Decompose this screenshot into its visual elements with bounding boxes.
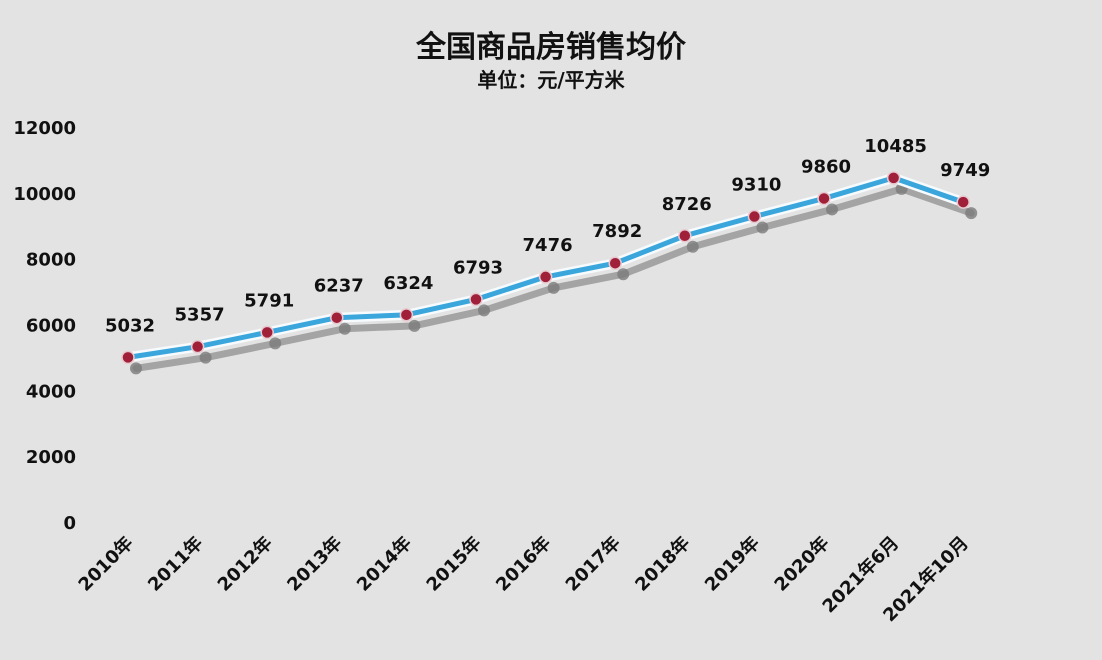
- data-label: 8726: [662, 194, 712, 215]
- data-point-shadow: [965, 207, 978, 220]
- data-point-shadow: [686, 240, 699, 253]
- x-tick-label: 2019年: [700, 532, 764, 596]
- x-tick-label: 2018年: [631, 532, 695, 596]
- y-tick-label: 12000: [13, 118, 76, 139]
- data-label: 6324: [383, 273, 433, 294]
- data-label: 7892: [592, 221, 642, 242]
- data-label: 9310: [731, 175, 781, 196]
- chart-subtitle: 单位：元/平方米: [477, 68, 625, 92]
- data-point: [886, 171, 901, 185]
- data-point: [817, 191, 831, 206]
- y-tick-label: 8000: [26, 250, 76, 271]
- data-label: 6237: [314, 276, 364, 297]
- data-point: [190, 339, 205, 354]
- x-tick-label: 2011年: [143, 532, 207, 596]
- data-point-shadow: [269, 337, 282, 350]
- data-point-shadow: [199, 351, 212, 364]
- data-point: [538, 270, 553, 284]
- data-label: 5357: [175, 305, 225, 326]
- data-point: [399, 308, 414, 322]
- data-label: 6793: [453, 257, 503, 278]
- y-tick-label: 0: [63, 513, 76, 534]
- y-tick-label: 10000: [13, 184, 76, 205]
- data-point-shadow: [478, 304, 490, 317]
- data-label: 5032: [105, 315, 155, 336]
- data-point-shadow: [756, 221, 769, 234]
- data-point-shadow: [408, 319, 421, 332]
- chart-title: 全国商品房销售均价: [416, 30, 686, 65]
- y-tick-label: 2000: [26, 447, 76, 468]
- y-tick-label: 4000: [26, 381, 76, 402]
- data-point-shadow: [617, 268, 630, 281]
- x-tick-label: 2014年: [352, 532, 416, 596]
- y-tick-label: 6000: [26, 316, 76, 337]
- data-point: [747, 209, 762, 224]
- data-point: [469, 292, 483, 307]
- data-label: 10485: [864, 136, 927, 157]
- x-tick-label: 2020年: [770, 532, 834, 596]
- x-tick-label: 2012年: [213, 532, 277, 596]
- data-point: [121, 350, 135, 365]
- x-tick-label: 2017年: [561, 532, 625, 596]
- data-point: [608, 256, 622, 270]
- data-point-shadow: [547, 281, 560, 294]
- x-tick-label: 2013年: [283, 532, 347, 596]
- data-point-shadow: [130, 362, 142, 375]
- data-point: [956, 195, 970, 209]
- data-label: 9749: [940, 160, 990, 181]
- data-point-shadow: [338, 322, 351, 335]
- x-tick-label: 2015年: [422, 532, 486, 596]
- data-label: 9860: [801, 156, 851, 177]
- x-tick-label: 2016年: [491, 532, 555, 596]
- x-tick-label: 2010年: [74, 532, 138, 596]
- data-point: [260, 325, 274, 340]
- data-label: 7476: [523, 235, 573, 256]
- data-point-shadow: [826, 203, 838, 216]
- data-label: 5791: [244, 290, 294, 311]
- data-point: [330, 310, 344, 325]
- data-point: [678, 229, 692, 243]
